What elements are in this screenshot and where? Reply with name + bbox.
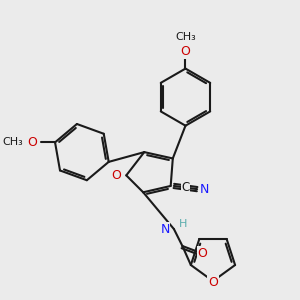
Text: O: O (208, 276, 218, 289)
Text: H: H (179, 219, 188, 229)
Text: O: O (111, 169, 121, 182)
Text: O: O (197, 247, 207, 260)
Text: O: O (27, 136, 37, 149)
Text: N: N (200, 183, 209, 196)
Text: C: C (182, 181, 190, 194)
Text: N: N (160, 223, 170, 236)
Text: CH₃: CH₃ (175, 32, 196, 42)
Text: CH₃: CH₃ (3, 137, 23, 147)
Text: O: O (181, 45, 190, 58)
